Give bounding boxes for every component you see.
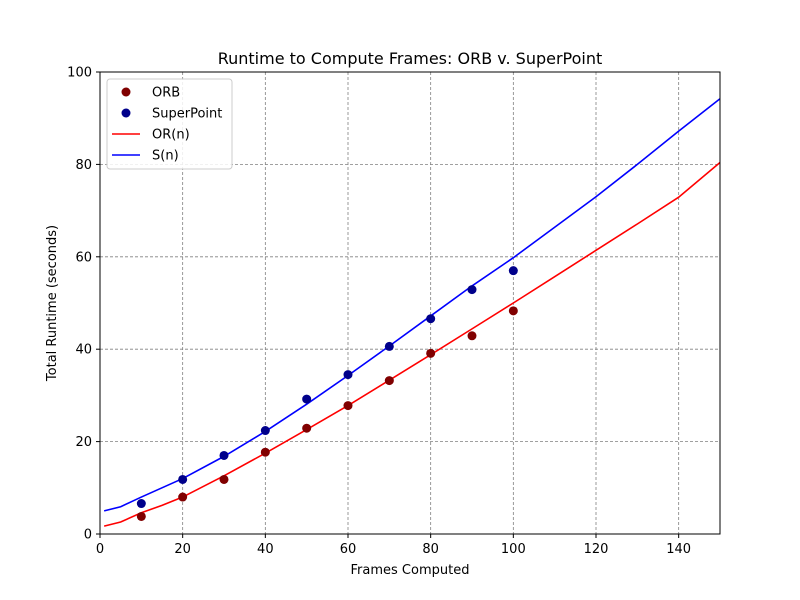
data-points [136,266,518,521]
chart-title: Runtime to Compute Frames: ORB v. SuperP… [218,49,603,68]
point-superpoint [508,266,518,276]
x-tick-label: 20 [174,542,191,557]
point-orb [426,348,436,358]
x-tick-label: 0 [96,542,104,557]
point-superpoint [343,370,353,380]
line-or-n- [103,161,721,527]
point-orb [178,492,188,502]
point-orb [467,331,477,341]
legend-label: S(n) [152,149,179,164]
plot-frame [99,71,721,535]
point-orb [260,447,270,457]
y-axis-label: Total Runtime (seconds) [45,225,60,382]
point-superpoint [426,314,436,324]
x-axis-ticks: 0 20 40 60 80 100 120 140 [96,534,691,557]
y-tick-label: 0 [84,528,92,543]
point-superpoint [467,285,477,295]
legend-box [106,78,233,170]
y-tick-label: 100 [67,66,92,81]
x-tick-label: 40 [257,542,274,557]
point-orb [302,423,312,433]
legend-label: SuperPoint [152,107,222,122]
point-superpoint [260,426,270,436]
point-orb [219,474,229,484]
x-tick-label: 80 [422,542,439,557]
x-tick-label: 120 [584,542,609,557]
fit-lines [103,98,721,527]
point-superpoint [384,341,394,351]
y-tick-label: 40 [75,343,92,358]
point-superpoint [302,394,312,404]
legend: ORB SuperPoint OR(n) S(n) [106,78,233,170]
y-axis-ticks: 0 20 40 60 80 100 [67,66,100,543]
x-tick-label: 100 [501,542,526,557]
legend-label: ORB [152,86,180,101]
point-superpoint [178,474,188,484]
point-orb [343,401,353,411]
legend-marker [121,87,131,97]
x-tick-label: 140 [666,542,691,557]
point-superpoint [219,450,229,460]
x-axis-label: Frames Computed [351,563,470,578]
y-tick-label: 20 [75,435,92,450]
y-tick-label: 80 [75,158,92,173]
line-s-n- [103,98,721,512]
legend-label: OR(n) [152,128,190,143]
y-tick-label: 60 [75,250,92,265]
point-orb [508,306,518,316]
x-tick-label: 60 [340,542,357,557]
point-superpoint [136,499,146,509]
point-orb [384,376,394,386]
legend-marker [121,108,131,118]
point-orb [136,511,146,521]
